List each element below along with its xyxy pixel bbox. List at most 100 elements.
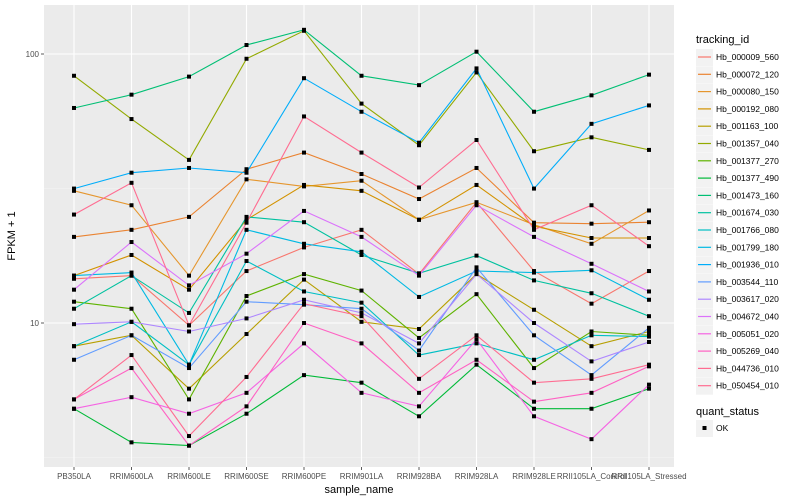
data-point	[72, 276, 76, 281]
data-point	[474, 265, 479, 270]
data-point	[359, 319, 364, 324]
data-point	[359, 178, 364, 183]
data-point	[647, 72, 651, 77]
data-point	[532, 224, 536, 229]
data-point	[474, 49, 479, 54]
data-point	[589, 93, 594, 98]
data-point	[187, 287, 191, 292]
data-point	[647, 339, 651, 344]
data-point	[129, 333, 134, 338]
data-point	[129, 117, 134, 122]
legend-label: Hb_003544_110	[716, 277, 779, 287]
data-point	[589, 373, 594, 378]
data-point	[129, 273, 134, 278]
data-point	[129, 270, 134, 275]
shape-legend-title: quant_status	[696, 406, 759, 418]
data-point	[417, 140, 421, 145]
data-point	[647, 220, 651, 225]
data-point	[129, 227, 134, 232]
data-point	[187, 366, 191, 371]
data-point	[244, 269, 249, 274]
data-point	[244, 259, 249, 264]
data-point	[647, 208, 651, 213]
data-point	[187, 157, 191, 162]
data-point	[72, 73, 76, 78]
data-point	[72, 406, 76, 411]
data-point	[302, 297, 306, 302]
data-point	[129, 353, 134, 358]
data-point	[474, 182, 479, 187]
data-point	[244, 177, 249, 182]
data-point	[129, 306, 134, 311]
data-point	[302, 373, 306, 378]
data-point	[647, 289, 651, 294]
data-point	[302, 182, 306, 187]
data-point	[417, 185, 421, 190]
data-point	[417, 143, 421, 148]
y-axis-title: FPKM + 1	[6, 211, 18, 260]
data-point	[589, 344, 594, 349]
data-point	[532, 321, 536, 325]
data-point	[589, 121, 594, 126]
data-point	[359, 310, 364, 315]
data-point	[302, 150, 306, 155]
data-point	[417, 326, 421, 331]
data-point	[474, 269, 479, 274]
data-point	[302, 341, 306, 346]
legend-label: Hb_001936_010	[716, 260, 779, 270]
data-point	[302, 76, 306, 81]
data-point	[417, 271, 421, 276]
data-point	[474, 333, 479, 338]
data-point	[589, 261, 594, 266]
data-point	[532, 406, 536, 411]
data-point	[244, 170, 249, 175]
data-point	[72, 212, 76, 217]
data-point	[474, 203, 479, 208]
shape-legend-label: OK	[716, 423, 729, 433]
y-axis: 10 100	[26, 50, 44, 328]
data-point	[244, 332, 249, 337]
data-point	[359, 341, 364, 346]
data-point	[187, 310, 191, 315]
data-point	[244, 217, 249, 222]
data-point	[647, 236, 651, 241]
x-tick-label: RRIM600LA	[110, 472, 154, 481]
data-point	[129, 170, 134, 175]
data-point	[532, 186, 536, 191]
data-point	[589, 135, 594, 140]
data-point	[244, 374, 249, 379]
data-point	[302, 321, 306, 325]
data-point	[532, 278, 536, 283]
legend-label: Hb_005269_040	[716, 346, 779, 356]
y-tick-label: 10	[30, 319, 39, 328]
data-point	[244, 214, 249, 219]
data-point	[647, 334, 651, 339]
data-point	[72, 357, 76, 362]
data-point	[359, 101, 364, 106]
data-point	[129, 92, 134, 97]
legend-label: Hb_001799_180	[716, 242, 779, 252]
data-point	[359, 252, 364, 257]
data-point	[589, 390, 594, 395]
data-point	[302, 277, 306, 282]
data-point	[129, 240, 134, 245]
data-point	[244, 251, 249, 256]
data-point	[532, 333, 536, 338]
data-point	[187, 329, 191, 334]
legend-label: Hb_001377_270	[716, 156, 779, 166]
legend-label: Hb_005051_020	[716, 329, 779, 339]
data-point	[187, 214, 191, 219]
legend-label: Hb_004672_040	[716, 312, 779, 322]
data-point	[589, 333, 594, 338]
x-tick-label: RRII105LA_Stressed	[611, 472, 686, 481]
data-point	[359, 227, 364, 232]
data-point	[589, 437, 594, 442]
data-point	[302, 220, 306, 225]
data-point	[72, 322, 76, 327]
legend: tracking_id Hb_000009_560 Hb_000072_120 Hb…	[696, 34, 779, 437]
data-point	[359, 109, 364, 114]
data-point	[359, 150, 364, 155]
data-point	[72, 234, 76, 239]
data-point	[589, 203, 594, 208]
